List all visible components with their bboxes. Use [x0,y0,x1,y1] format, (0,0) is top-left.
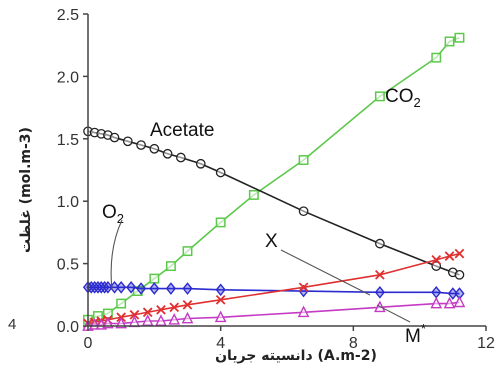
series-line-acetate [87,130,460,276]
annotation-acetate: Acetate [150,120,214,141]
data-point-acetate [431,261,442,271]
data-point-co2 [149,273,160,284]
data-point-m [443,296,456,309]
data-point-m [214,310,227,323]
data-point-m [453,295,466,308]
x-tick-label: 4 [216,335,225,352]
data-point-co2 [165,261,176,272]
data-point-o2 [182,282,193,295]
data-point-x [142,307,153,318]
series-layer [82,32,466,331]
data-point-x [375,269,385,280]
y-tick-label: 1.0 [57,194,79,211]
data-point-m [168,312,181,325]
data-point-acetate [136,140,146,150]
data-point-x [182,299,193,310]
series-line-x [87,252,460,325]
data-point-o2 [135,282,147,295]
x-axis-label: دانسیته جریان (A.m-2) [215,348,377,364]
data-point-co2 [431,52,442,63]
data-point-x [129,309,140,320]
series-line-co2 [87,36,460,321]
data-point-o2 [149,282,160,295]
data-point-m [141,314,154,326]
data-point-o2 [374,285,385,299]
data-point-co2 [215,217,226,228]
data-point-acetate [215,167,226,178]
data-point-acetate [122,136,133,147]
data-point-o2 [126,280,137,294]
data-point-co2 [93,311,103,321]
data-point-m [181,311,194,324]
data-point-acetate [162,148,173,159]
data-point-o2 [447,287,458,300]
annotation-co2: CO2 [385,86,421,110]
leader-line-m [376,304,411,323]
y-tick-label: 2.5 [57,7,79,24]
data-point-acetate [454,269,465,280]
y-tick-label: 0.5 [57,257,79,274]
tick-labels: 0.0 0.5 1.0 1.5 2.0 2.5 0 4 8 12 [57,7,495,352]
data-point-m [155,314,167,326]
x-tick-label: 8 [349,335,358,352]
series-co2 [83,32,465,325]
data-point-co2 [182,246,193,257]
data-point-x [156,304,166,315]
data-point-co2 [374,91,385,102]
data-point-co2 [444,36,455,47]
data-point-x [215,294,226,305]
data-point-co2 [454,32,465,43]
stray-tick-text: 4 [8,316,16,333]
data-point-x [169,302,180,313]
data-point-o2 [165,282,177,295]
series-o2 [82,280,465,300]
y-tick-label: 0.0 [57,319,79,336]
annotation-m: M* [405,321,426,347]
annotations: Acetate CO2 O2 X M* [102,86,426,347]
y-axis-label: غلظت (mol.m-3) [18,127,34,253]
series-acetate [83,126,465,280]
data-point-co2 [248,190,259,200]
data-point-acetate [298,206,309,217]
y-tick-label: 2.0 [57,69,79,86]
x-tick-label: 0 [84,335,93,352]
data-point-acetate [195,158,206,169]
x-tick-label: 12 [477,335,495,352]
data-point-m [430,296,443,309]
data-point-o2 [102,280,113,294]
data-point-acetate [176,152,186,163]
data-point-x [454,248,465,259]
annotation-x: X [265,231,278,252]
data-point-x [431,255,442,265]
y-tick-label: 1.5 [57,132,79,149]
data-point-o2 [431,285,442,299]
data-point-o2 [116,280,127,294]
data-point-acetate [109,132,120,143]
data-point-co2 [298,155,309,165]
data-point-x [444,251,455,261]
leader-line-x [280,249,371,296]
data-point-acetate [375,238,385,249]
data-point-acetate [149,143,160,154]
data-point-o2 [215,283,226,297]
data-point-co2 [116,298,127,309]
data-point-x [298,282,309,293]
leader-line-o2 [110,219,123,291]
annotation-o2: O2 [102,202,124,226]
data-point-m [297,305,310,318]
axes [83,13,487,331]
